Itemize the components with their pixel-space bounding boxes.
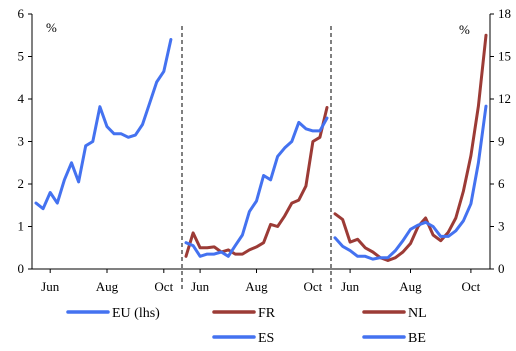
x-tick-label: Aug xyxy=(399,279,422,294)
legend-label-nl: NL xyxy=(408,306,427,321)
y-left-tick-label: 0 xyxy=(18,261,25,276)
legend-label-es: ES xyxy=(258,331,274,346)
y-left-tick-label: 1 xyxy=(18,219,25,234)
y-right-tick-label: 6 xyxy=(498,176,505,191)
y-left-tick-label: 2 xyxy=(18,176,25,191)
y-right-tick-label: 3 xyxy=(498,219,505,234)
y-right-unit-label: % xyxy=(459,22,470,37)
series-line-fr xyxy=(184,106,329,258)
x-tick-label: Aug xyxy=(245,279,268,294)
legend: EU (lhs) FR NL ES BE xyxy=(66,306,427,346)
x-tick-label: Aug xyxy=(96,279,119,294)
legend-label-fr: FR xyxy=(258,306,276,321)
y-right-tick-label: 0 xyxy=(498,261,505,276)
y-right-tick-label: 12 xyxy=(498,91,511,106)
legend-label-eu-lhs: EU (lhs) xyxy=(112,306,160,321)
x-tick-label: Jun xyxy=(191,279,210,294)
y-left-tick-label: 6 xyxy=(18,6,25,21)
x-tick-label: Oct xyxy=(462,279,481,294)
series-line-nl xyxy=(333,33,488,262)
y-left-unit-label: % xyxy=(46,20,57,35)
y-right-tick-label: 18 xyxy=(498,6,511,21)
x-tick-label: Jun xyxy=(341,279,360,294)
x-tick-label: Jun xyxy=(41,279,60,294)
y-left-tick-label: 4 xyxy=(18,91,25,106)
y-left-tick-label: 5 xyxy=(18,49,25,64)
y-left-tick-label: 3 xyxy=(18,134,25,149)
series-line-eu-lhs xyxy=(34,38,173,211)
y-right-tick-label: 15 xyxy=(498,49,511,64)
y-right-tick-label: 9 xyxy=(498,134,505,149)
series-line-es xyxy=(184,116,329,258)
legend-label-be: BE xyxy=(408,331,426,346)
x-tick-label: Oct xyxy=(304,279,323,294)
series-lines xyxy=(34,33,488,262)
series-line-be xyxy=(333,104,488,261)
x-tick-label: Oct xyxy=(154,279,173,294)
